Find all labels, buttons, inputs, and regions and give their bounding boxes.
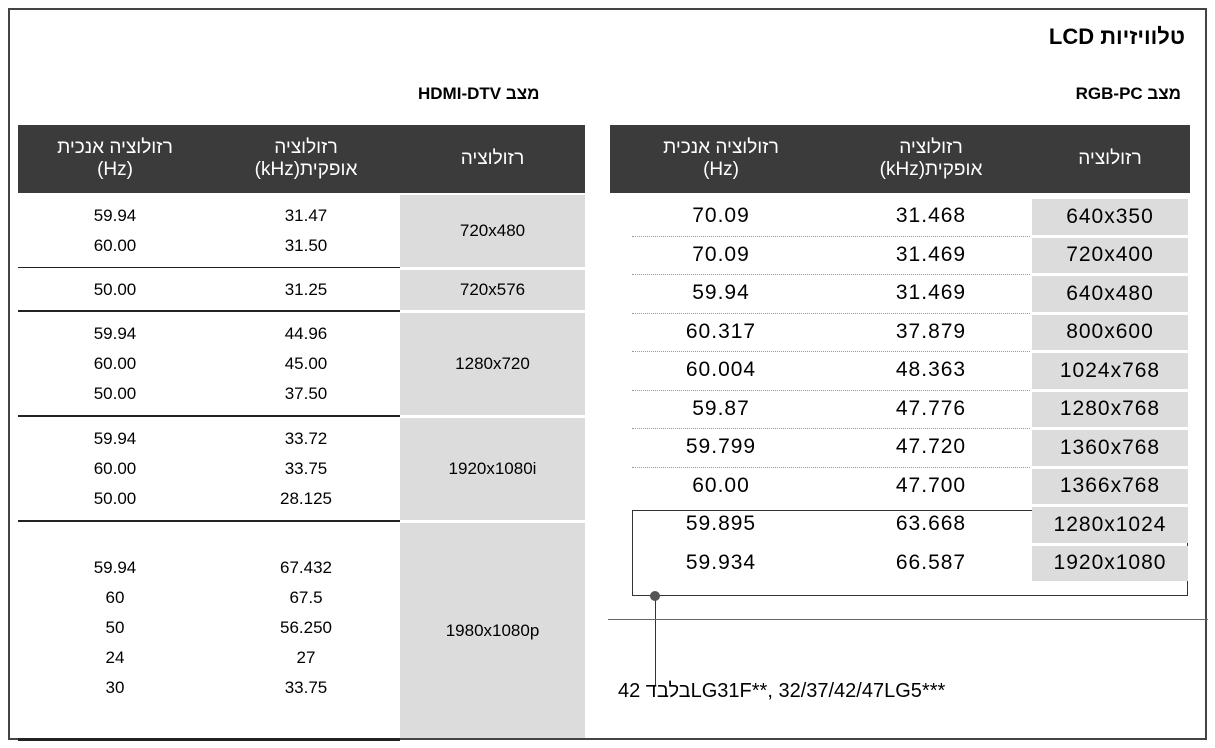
value-cell: 60.00	[93, 354, 137, 373]
value-cell: 59.94	[93, 206, 137, 225]
value-cell: 67.432	[280, 558, 332, 577]
value-cell: 27	[296, 648, 316, 667]
value-cell: 31.50	[284, 236, 328, 255]
value-cell: 47.720	[895, 435, 967, 459]
resolution-cell: 1366x768	[1032, 468, 1188, 504]
group-separator	[18, 267, 400, 268]
resolution-cell: 1920x1080i	[400, 418, 585, 520]
group-separator	[18, 520, 400, 522]
value-cell: 59.895	[685, 512, 757, 536]
value-cell: 50.00	[93, 489, 137, 508]
resolution-cell: 720x576	[400, 270, 585, 310]
value-cell: 44.96	[284, 324, 328, 343]
value-cell: 33.75	[284, 459, 328, 478]
value-cell: 70.09	[692, 242, 750, 266]
group-separator	[18, 310, 400, 312]
resolution-cell: 1920x1080	[1032, 545, 1188, 581]
resolution-cell: 1980x1080p	[400, 523, 585, 738]
header-cell: רזולוציה אנכית (Hz)	[18, 125, 212, 193]
resolution-cell: 1024x768	[1032, 353, 1188, 389]
header-cell: רזולוציה אנכית (Hz)	[610, 125, 832, 193]
value-cell: 33.75	[284, 678, 328, 697]
group-separator	[18, 738, 400, 741]
resolution-cell: 720x400	[1032, 237, 1188, 273]
header-cell: רזולוציה אופקית(kHz)	[212, 125, 400, 193]
group-separator	[18, 415, 400, 417]
value-cell: 63.668	[895, 512, 967, 536]
row-separator	[632, 235, 1030, 237]
value-cell: 70.09	[692, 204, 750, 228]
value-cell: 59.934	[685, 550, 757, 574]
footnote: בלבד 42LG31F**, 32/37/42/47LG5***	[618, 680, 946, 702]
value-cell: 60.317	[685, 319, 757, 343]
row-separator	[632, 389, 1030, 391]
row-separator	[632, 466, 1030, 468]
row-separator	[632, 428, 1030, 429]
value-cell: 60.00	[93, 236, 137, 255]
value-cell: 50.00	[93, 384, 137, 403]
frame	[8, 8, 1207, 740]
resolution-cell: 1280x1024	[1032, 507, 1188, 543]
header-cell: רזולוציה	[1030, 125, 1190, 193]
rgb-label: מצב RGB-PC	[1075, 84, 1181, 103]
divider	[608, 619, 1208, 620]
value-cell: 24	[105, 648, 125, 667]
resolution-cell: 720x480	[400, 195, 585, 267]
title: טלוויזיות LCD	[1048, 24, 1185, 49]
resolution-cell: 1280x720	[400, 313, 585, 415]
value-cell: 59.94	[93, 429, 137, 448]
resolution-cell: 1360x768	[1032, 430, 1188, 466]
value-cell: 31.25	[284, 280, 328, 299]
value-cell: 66.587	[895, 550, 967, 574]
value-cell: 50.00	[93, 280, 137, 299]
value-cell: 47.700	[895, 473, 967, 497]
value-cell: 60.004	[685, 358, 757, 382]
value-cell: 31.469	[895, 242, 967, 266]
value-cell: 56.250	[280, 618, 332, 637]
value-cell: 59.87	[692, 396, 750, 420]
value-cell: 45.00	[284, 354, 328, 373]
value-cell: 59.94	[692, 281, 750, 305]
header-cell: רזולוציה אופקית(kHz)	[832, 125, 1030, 193]
value-cell: 47.776	[895, 396, 967, 420]
value-cell: 37.879	[895, 319, 967, 343]
resolution-cell: 800x600	[1032, 314, 1188, 350]
value-cell: 59.94	[93, 324, 137, 343]
resolution-cell: 640x350	[1032, 199, 1188, 235]
resolution-cell: 640x480	[1032, 276, 1188, 312]
value-cell: 31.468	[895, 204, 967, 228]
value-cell: 30	[105, 678, 125, 697]
connector-dot	[650, 591, 660, 601]
value-cell: 60	[105, 588, 125, 607]
value-cell: 50	[105, 618, 125, 637]
value-cell: 31.469	[895, 281, 967, 305]
value-cell: 48.363	[895, 358, 967, 382]
value-cell: 33.72	[284, 429, 328, 448]
row-separator	[632, 312, 1030, 314]
row-separator	[632, 351, 1030, 352]
value-cell: 60.00	[93, 459, 137, 478]
header-cell: רזולוציה	[400, 125, 585, 193]
connector	[655, 596, 656, 686]
value-cell: 59.799	[685, 435, 757, 459]
value-cell: 59.94	[93, 558, 137, 577]
resolution-cell: 1280x768	[1032, 391, 1188, 427]
value-cell: 67.5	[289, 588, 323, 607]
value-cell: 37.50	[284, 384, 328, 403]
value-cell: 60.00	[692, 473, 750, 497]
row-separator	[632, 274, 1030, 275]
value-cell: 31.47	[284, 206, 328, 225]
value-cell: 28.125	[280, 489, 332, 508]
hdmi-label: מצב HDMI-DTV	[418, 84, 540, 103]
